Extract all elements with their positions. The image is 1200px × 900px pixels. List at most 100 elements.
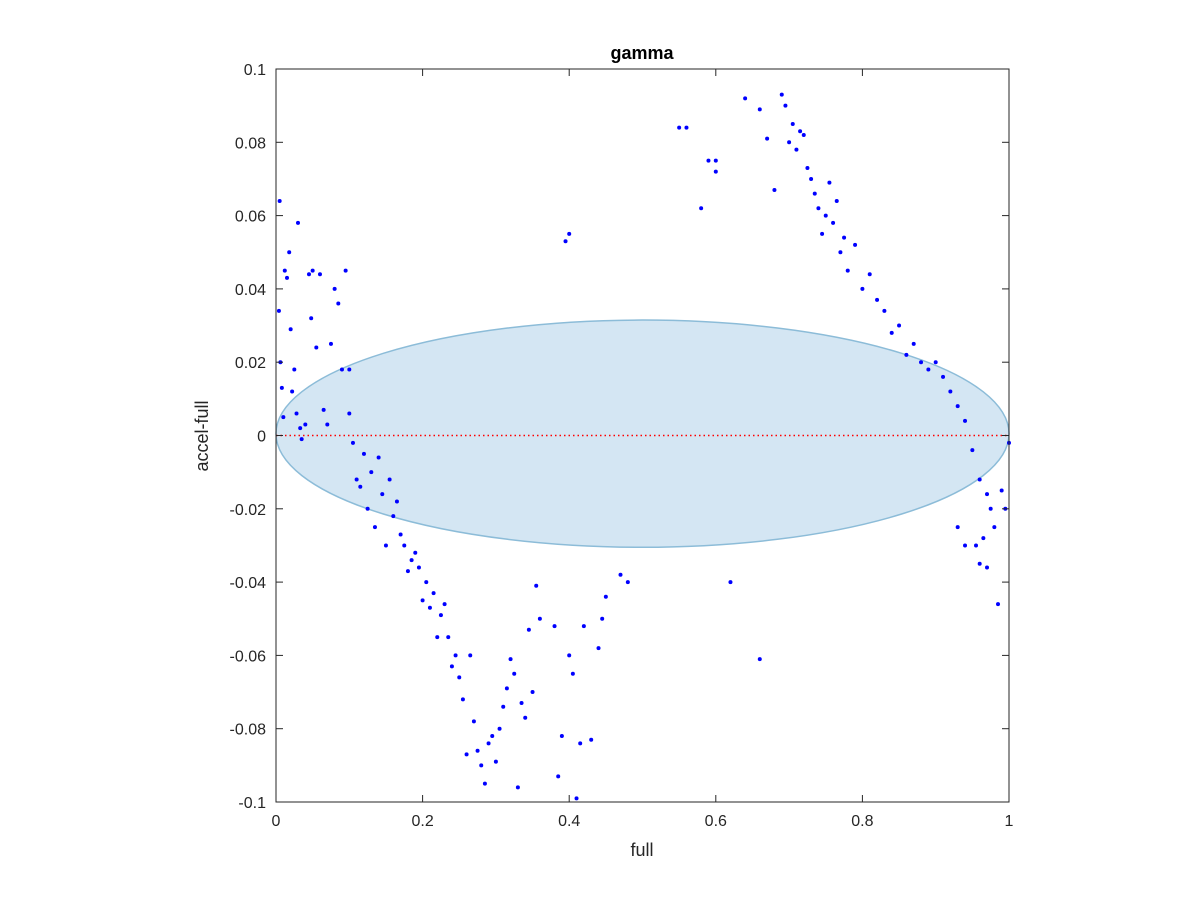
data-point [974,543,979,548]
data-point [963,543,968,548]
data-point [372,525,377,530]
data-point [563,239,568,244]
x-tick-label: 0.6 [705,813,727,830]
y-tick-label: 0.02 [235,355,266,372]
data-point [963,418,968,423]
data-point [677,125,682,130]
data-point [600,616,605,621]
data-point [479,763,484,768]
data-point [468,653,473,658]
data-point [581,624,586,629]
data-point [376,455,381,460]
data-point [317,272,322,277]
data-point [977,477,982,482]
data-point [526,627,531,632]
data-point [282,268,287,273]
data-point [783,103,788,108]
data-point [394,499,399,504]
data-point [728,580,733,585]
y-tick-label: 0.08 [235,135,266,152]
data-point [820,231,825,236]
data-point [904,352,909,357]
data-point [523,715,528,720]
data-point [328,341,333,346]
data-point [567,653,572,658]
data-point [926,367,931,372]
data-point [427,605,432,610]
data-point [827,180,832,185]
data-point [321,407,326,412]
data-point [438,613,443,618]
data-point [288,327,293,332]
data-point [464,752,469,757]
data-point [504,686,509,691]
data-point [713,158,718,163]
data-point [589,737,594,742]
data-point [295,220,300,225]
x-tick-label: 0.8 [851,813,873,830]
data-point [574,796,579,801]
data-point [350,440,355,445]
data-point [354,477,359,482]
data-point [306,272,311,277]
data-point [292,367,297,372]
data-point [303,422,308,427]
y-tick-label: 0.06 [235,209,266,226]
data-point [559,734,564,739]
data-point [948,389,953,394]
data-point [279,385,284,390]
data-point [277,198,282,203]
data-point [955,404,960,409]
data-point [567,231,572,236]
data-point [294,411,299,416]
data-point [310,268,315,273]
data-point [809,176,814,181]
data-point [508,657,513,662]
data-point [706,158,711,163]
data-point [347,367,352,372]
data-point [284,275,289,280]
data-point [420,598,425,603]
x-tick-label: 0.4 [558,813,580,830]
data-point [556,774,561,779]
data-point [405,569,410,574]
data-point [838,250,843,255]
data-point [398,532,403,537]
data-point [860,286,865,291]
plot-frame [275,68,1010,803]
data-point [845,268,850,273]
data-point [530,690,535,695]
data-point [457,675,462,680]
data-point [919,360,924,365]
data-point [985,565,990,570]
data-point [290,389,295,394]
data-point [699,206,704,211]
data-point [369,470,374,475]
x-axis-label: full [630,840,653,860]
data-point [603,594,608,599]
x-tick-label: 1 [1005,813,1014,830]
y-tick-label: -0.08 [230,722,267,739]
y-tick-label: -0.04 [230,575,267,592]
data-point [882,308,887,313]
y-tick-label: 0 [257,429,266,446]
data-point [501,704,506,709]
data-point [981,536,986,541]
data-point [985,492,990,497]
data-point [816,206,821,211]
data-point [889,330,894,335]
data-point [347,411,352,416]
data-point [618,572,623,577]
data-point [790,121,795,126]
data-point [490,734,495,739]
data-point [460,697,465,702]
data-point [475,748,480,753]
x-tick-label: 0.2 [411,813,433,830]
data-point [453,653,458,658]
data-point [314,345,319,350]
data-point [794,147,799,152]
data-point [801,132,806,137]
data-point [431,591,436,596]
data-point [853,242,858,247]
